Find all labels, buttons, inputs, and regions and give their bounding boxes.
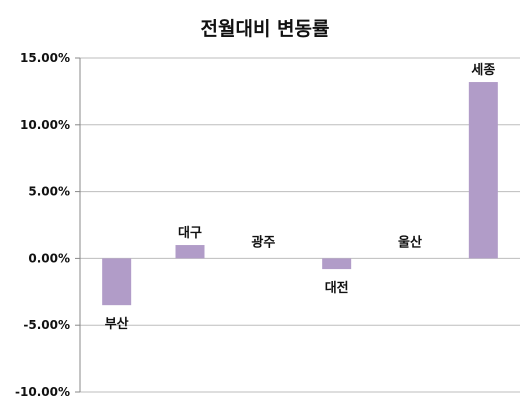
y-tick-label: -10.00%: [15, 385, 70, 399]
category-label: 광주: [251, 235, 275, 250]
axis-layer: 15.00% 10.00% 5.00% 0.00% -5.00% -10.00%: [15, 51, 81, 399]
category-label: 부산: [105, 316, 129, 332]
bar: [102, 258, 132, 306]
y-tick-label: 0.00%: [28, 251, 70, 265]
category-label: 대구: [178, 226, 202, 241]
y-tick-label: -5.00%: [23, 318, 70, 332]
bar: [322, 258, 352, 270]
bar: [175, 245, 205, 259]
y-tick-label: 10.00%: [20, 118, 70, 132]
y-tick-label: 15.00%: [20, 51, 70, 65]
category-label: 세종: [471, 63, 495, 78]
category-label: 대전: [325, 280, 349, 296]
bar: [468, 82, 498, 259]
bar-layer: [102, 82, 498, 306]
y-tick-label: 5.00%: [28, 185, 70, 199]
grid-layer: [80, 57, 520, 393]
chart-title: 전월대비 변동률: [200, 18, 330, 40]
category-label: 울산: [398, 234, 422, 250]
